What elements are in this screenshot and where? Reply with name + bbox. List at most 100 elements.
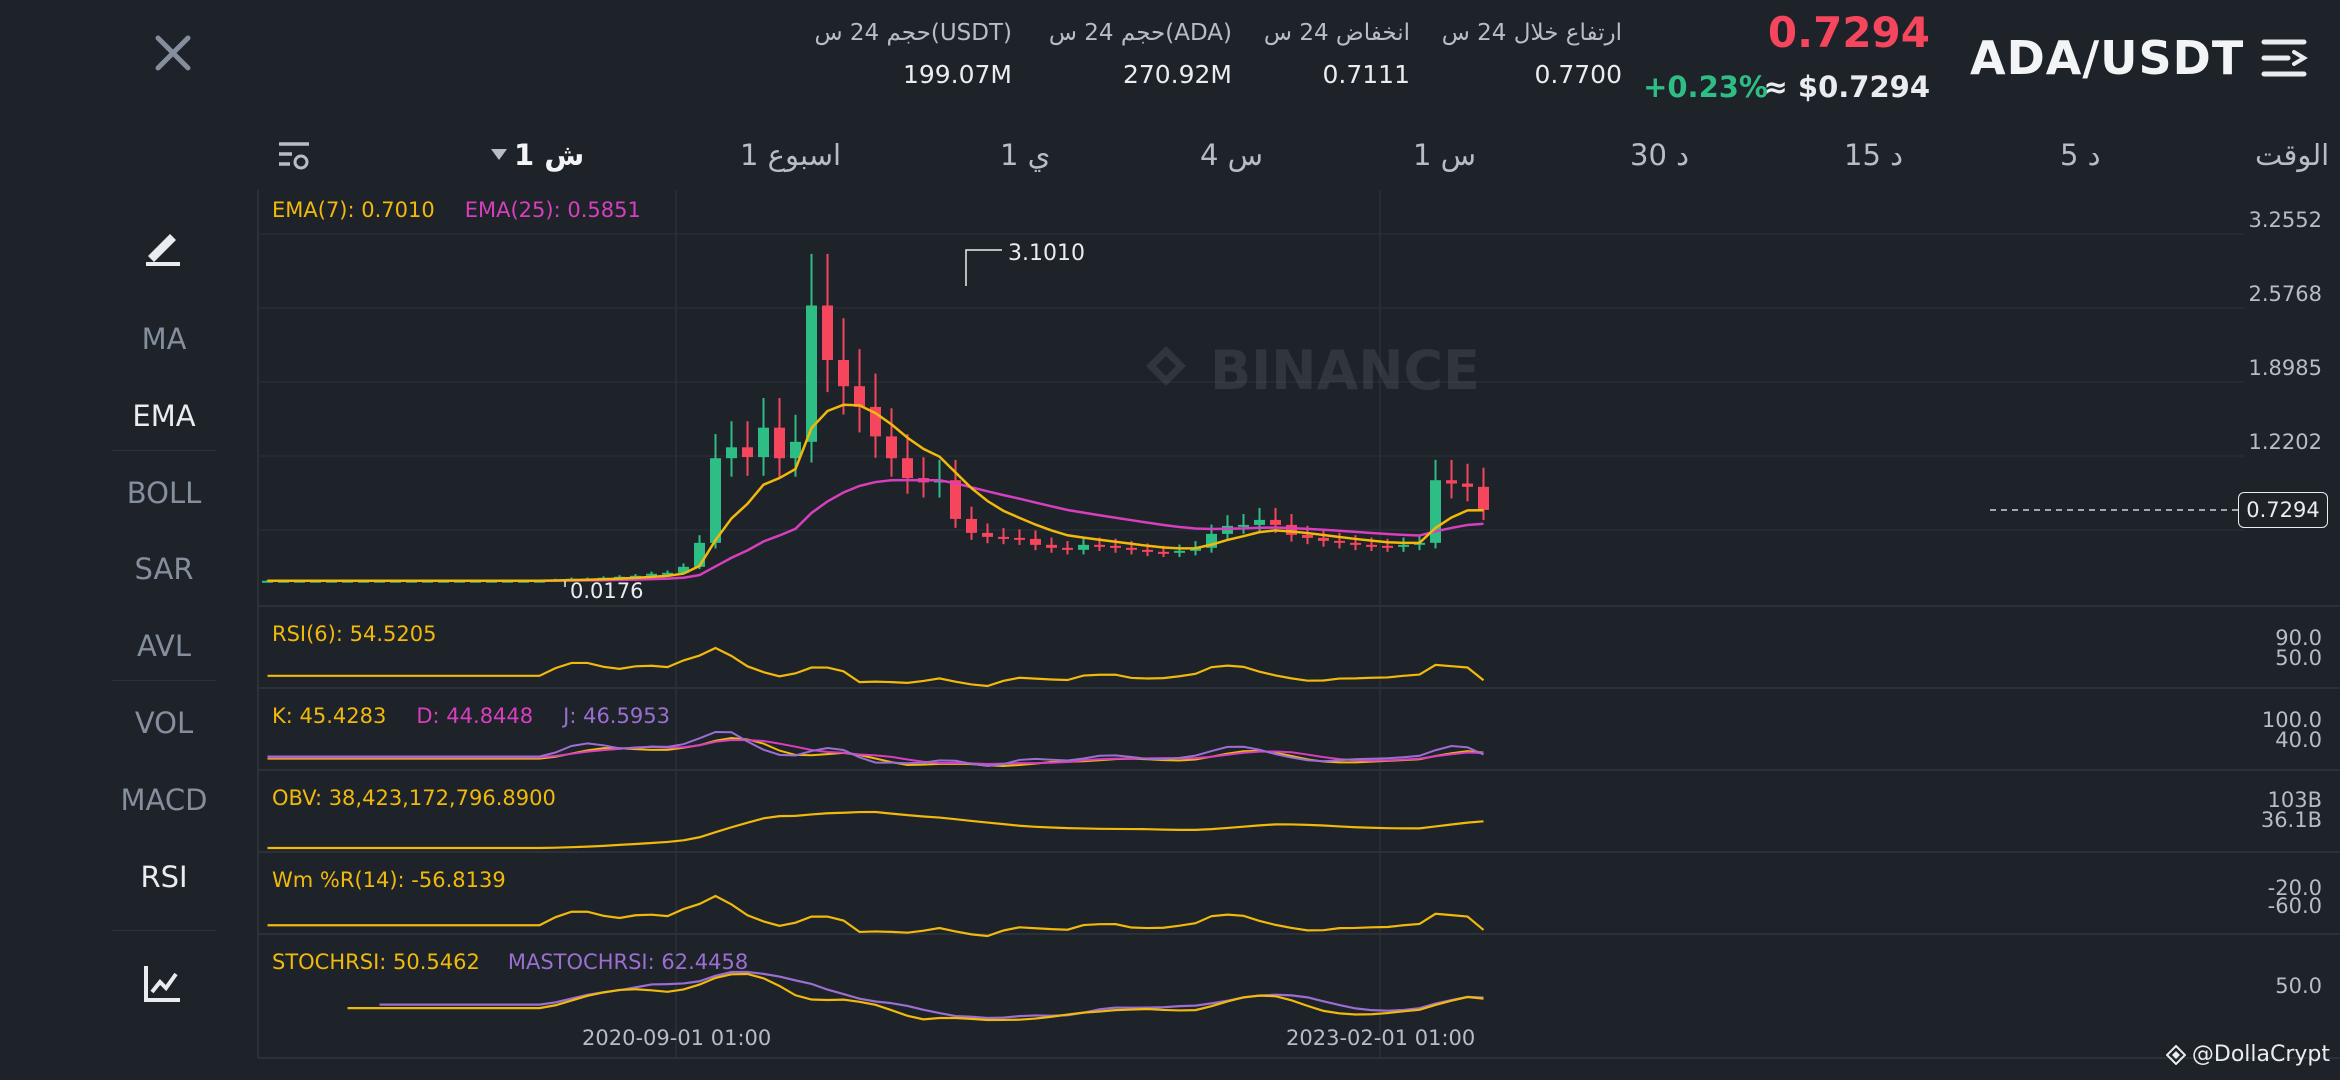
d-legend: D: 44.8448 <box>416 704 534 728</box>
tab-30-min[interactable]: 30 د <box>1630 138 1690 172</box>
candle <box>1078 544 1089 550</box>
candle <box>774 427 785 459</box>
current-price-tag: 0.7294 <box>2238 492 2328 528</box>
candle <box>1110 545 1121 548</box>
tab-4-hour[interactable]: 4 س <box>1200 138 1264 172</box>
draw-tool-button[interactable] <box>140 222 186 268</box>
candle <box>1030 538 1041 545</box>
tab-1-day[interactable]: 1 ي <box>1000 138 1051 172</box>
candle <box>646 573 657 576</box>
candle <box>790 441 801 459</box>
stat-vol-ada-label: حجم 24 س(ADA) <box>1048 20 1232 46</box>
candle <box>902 458 913 479</box>
stochrsi-legend: STOCHRSI: 50.5462 MASTOCHRSI: 62.4458 <box>272 950 748 974</box>
credit-text: @DollaCrypt <box>2191 1042 2330 1067</box>
indicator-settings-button[interactable] <box>142 962 184 1004</box>
candle <box>966 518 977 533</box>
candle <box>806 305 817 442</box>
stochrsi-line <box>347 972 1484 1022</box>
candle <box>1446 480 1457 484</box>
price-change: +0.23% <box>1643 70 1768 104</box>
indicator-ma[interactable]: MA <box>141 322 187 356</box>
k-line <box>267 736 1484 768</box>
indicator-ema[interactable]: EMA <box>132 399 196 433</box>
date-label: 2023-02-01 01:00 <box>1286 1026 1476 1050</box>
candle <box>838 360 849 387</box>
candle <box>1478 486 1489 510</box>
candle <box>886 436 897 459</box>
indicator-boll[interactable]: BOLL <box>126 476 202 510</box>
pair-selector[interactable]: ADA/USDT <box>1970 28 2309 88</box>
indicator-rsi[interactable]: RSI <box>140 860 188 894</box>
indicator-divider <box>112 450 216 451</box>
chart-settings-button[interactable] <box>276 138 312 174</box>
candle <box>1238 524 1249 527</box>
tab-1-month[interactable]: 1 ش <box>490 138 584 172</box>
candle <box>1382 545 1393 548</box>
stat-low-value: 0.7111 <box>1322 60 1410 89</box>
candle <box>1046 544 1057 548</box>
indicator-divider <box>112 930 216 931</box>
rsi-line <box>267 646 1485 688</box>
obv-scale-label: 36.1B <box>2260 808 2322 832</box>
indicator-vol[interactable]: VOL <box>134 706 194 740</box>
candle <box>1334 540 1345 543</box>
candle <box>1350 542 1361 545</box>
menu-icon <box>2261 39 2309 77</box>
j-line <box>267 730 1484 768</box>
tab-5-min[interactable]: 5 د <box>2060 138 2101 172</box>
tab-1-week[interactable]: 1 اسبوع <box>740 138 842 172</box>
price-scale-label: 1.8985 <box>2248 356 2322 380</box>
mastochrsi-value: MASTOCHRSI: 62.4458 <box>507 950 749 974</box>
dropdown-arrow-icon <box>491 149 507 160</box>
date-label: 2020-09-01 01:00 <box>582 1026 772 1050</box>
stat-vol-ada-value: 270.92M <box>1122 60 1232 89</box>
candle <box>950 480 961 519</box>
candle <box>1062 547 1073 550</box>
stat-high-label: ارتفاع خلال 24 س <box>1441 20 1622 46</box>
ema7-line <box>267 403 1484 583</box>
obv-line <box>267 810 1484 850</box>
rsi-scale-label: 90.0 <box>2275 626 2322 650</box>
tab-1-hour[interactable]: 1 س <box>1413 138 1477 172</box>
indicator-macd[interactable]: MACD <box>120 783 208 817</box>
candle <box>1286 524 1297 535</box>
candle <box>1158 551 1169 554</box>
candle <box>822 305 833 361</box>
candle <box>1270 519 1281 525</box>
chart-settings-icon <box>279 142 309 170</box>
candle <box>678 566 689 573</box>
binance-logo-icon <box>2165 1044 2186 1065</box>
indicator-avl[interactable]: AVL <box>137 629 191 663</box>
candle <box>982 532 993 537</box>
price-scale-label: 2.5768 <box>2248 282 2322 306</box>
wr-scale-label: -20.0 <box>2267 876 2322 900</box>
candle <box>1254 519 1265 525</box>
candle <box>1462 483 1473 487</box>
stat-vol-usdt-label: حجم 24 س(USDT) <box>814 20 1013 46</box>
stat-high-value: 0.7700 <box>1534 60 1622 89</box>
candle <box>710 458 721 543</box>
candle <box>998 536 1009 539</box>
rsi-legend: RSI(6): 54.5205 <box>272 622 437 646</box>
tab-15-min[interactable]: 15 د <box>1844 138 1904 172</box>
indicator-sar[interactable]: SAR <box>134 552 194 586</box>
obv-scale-label: 103B <box>2267 788 2323 812</box>
wr-scale-label: -60.0 <box>2267 894 2322 918</box>
stat-vol-usdt-value: 199.07M <box>902 60 1012 89</box>
candle <box>1126 547 1137 550</box>
indicator-chart-icon <box>144 966 180 1002</box>
candle <box>1094 544 1105 547</box>
tab-time[interactable]: الوقت <box>2255 138 2330 172</box>
close-button[interactable] <box>150 30 196 76</box>
price-scale-label: 3.2552 <box>2248 208 2322 232</box>
candle <box>694 542 705 567</box>
candle <box>1318 537 1329 541</box>
candle <box>742 447 753 458</box>
stochrsi-scale-label: 50.0 <box>2275 974 2322 998</box>
draw-pen-icon <box>146 234 180 266</box>
watermark-text: BINANCE <box>1210 339 1480 402</box>
d-line <box>267 738 1484 766</box>
candle <box>758 427 769 458</box>
